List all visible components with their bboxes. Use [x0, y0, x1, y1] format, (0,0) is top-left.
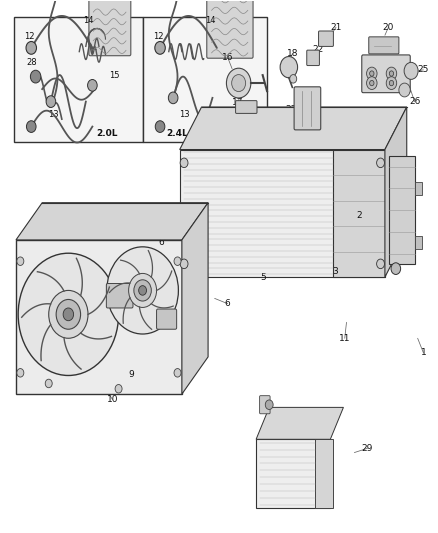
Text: 10: 10	[26, 287, 38, 296]
Circle shape	[377, 158, 385, 167]
Circle shape	[155, 121, 165, 132]
FancyBboxPatch shape	[369, 37, 399, 54]
Text: 18: 18	[286, 50, 298, 58]
Circle shape	[389, 71, 394, 76]
Text: 20: 20	[383, 23, 394, 32]
Text: 12: 12	[24, 32, 34, 41]
Circle shape	[386, 77, 397, 90]
Text: 26: 26	[409, 97, 420, 106]
Polygon shape	[256, 407, 343, 439]
Circle shape	[280, 56, 297, 78]
Bar	[416, 236, 422, 249]
Circle shape	[180, 259, 188, 269]
Circle shape	[168, 92, 178, 104]
Circle shape	[389, 80, 394, 86]
Circle shape	[386, 67, 397, 80]
Circle shape	[404, 62, 418, 79]
Text: 16: 16	[222, 53, 233, 62]
Polygon shape	[256, 439, 330, 508]
Circle shape	[265, 400, 273, 409]
Text: 3: 3	[332, 268, 338, 276]
Circle shape	[391, 263, 401, 274]
Text: 9: 9	[128, 370, 134, 379]
Circle shape	[370, 71, 374, 76]
Text: 6: 6	[225, 299, 231, 308]
Text: 25: 25	[418, 66, 429, 74]
FancyBboxPatch shape	[307, 50, 319, 66]
Bar	[14, 17, 143, 142]
Text: 5: 5	[261, 273, 266, 281]
Text: 21: 21	[330, 23, 342, 32]
Circle shape	[17, 368, 24, 377]
Circle shape	[63, 308, 74, 321]
Polygon shape	[180, 150, 385, 277]
Text: 12: 12	[152, 32, 163, 41]
Circle shape	[46, 96, 56, 108]
Text: 30: 30	[288, 431, 300, 440]
Text: 2.4L: 2.4L	[166, 129, 188, 138]
Circle shape	[367, 77, 377, 90]
Polygon shape	[16, 240, 182, 394]
Text: 15: 15	[109, 71, 120, 80]
Text: 10: 10	[107, 395, 118, 404]
FancyBboxPatch shape	[106, 284, 133, 308]
Circle shape	[18, 253, 119, 375]
Circle shape	[174, 257, 181, 265]
Circle shape	[56, 300, 81, 329]
Text: 2.0L: 2.0L	[96, 129, 117, 138]
Text: 1: 1	[420, 348, 426, 357]
Circle shape	[26, 121, 36, 132]
Circle shape	[367, 67, 377, 80]
Text: 17: 17	[232, 98, 244, 107]
FancyBboxPatch shape	[362, 55, 410, 93]
Polygon shape	[182, 203, 208, 394]
FancyBboxPatch shape	[260, 395, 270, 414]
Polygon shape	[180, 107, 407, 150]
Text: 13: 13	[48, 110, 58, 118]
Circle shape	[180, 158, 188, 167]
Circle shape	[174, 368, 181, 377]
Polygon shape	[332, 150, 385, 277]
Circle shape	[290, 75, 297, 83]
Circle shape	[17, 257, 24, 265]
Circle shape	[232, 75, 246, 92]
Bar	[389, 156, 416, 264]
Circle shape	[399, 83, 410, 97]
Text: 11: 11	[339, 334, 350, 343]
Text: 6: 6	[159, 238, 164, 247]
Text: 14: 14	[205, 16, 215, 25]
Text: 29: 29	[362, 444, 373, 453]
Circle shape	[26, 42, 36, 54]
Circle shape	[45, 379, 52, 387]
FancyBboxPatch shape	[156, 309, 177, 329]
FancyBboxPatch shape	[236, 101, 257, 114]
Text: 22: 22	[312, 45, 323, 54]
Bar	[143, 17, 267, 142]
Circle shape	[226, 68, 251, 98]
FancyBboxPatch shape	[89, 0, 131, 56]
Polygon shape	[16, 203, 208, 240]
FancyBboxPatch shape	[318, 31, 333, 46]
Circle shape	[30, 70, 41, 83]
Text: 14: 14	[83, 16, 93, 25]
Polygon shape	[385, 107, 407, 277]
Circle shape	[107, 247, 178, 334]
Circle shape	[155, 42, 165, 54]
Bar	[416, 182, 422, 195]
Circle shape	[129, 273, 156, 308]
Circle shape	[139, 286, 147, 295]
Circle shape	[88, 79, 97, 91]
Circle shape	[377, 259, 385, 269]
Bar	[315, 439, 332, 508]
Text: 13: 13	[179, 110, 189, 118]
Circle shape	[370, 80, 374, 86]
Circle shape	[115, 384, 122, 393]
Circle shape	[49, 290, 88, 338]
Text: 2: 2	[356, 212, 361, 221]
Text: 28: 28	[26, 59, 36, 67]
Text: 23: 23	[285, 105, 297, 114]
FancyBboxPatch shape	[294, 87, 321, 130]
Circle shape	[134, 280, 151, 301]
FancyBboxPatch shape	[207, 0, 253, 58]
